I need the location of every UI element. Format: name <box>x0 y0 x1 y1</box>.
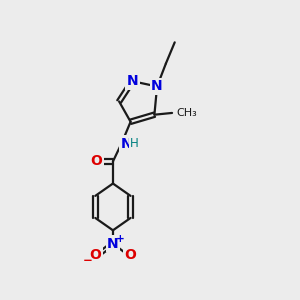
Text: O: O <box>89 248 101 262</box>
Text: N: N <box>120 137 132 151</box>
Text: H: H <box>130 137 139 150</box>
Text: N: N <box>151 80 163 94</box>
Text: O: O <box>90 154 102 169</box>
Text: CH₃: CH₃ <box>176 108 197 118</box>
Text: O: O <box>125 248 136 262</box>
Text: N: N <box>127 74 138 88</box>
Text: N: N <box>107 236 119 250</box>
Text: +: + <box>116 234 124 244</box>
Text: −: − <box>82 254 92 267</box>
